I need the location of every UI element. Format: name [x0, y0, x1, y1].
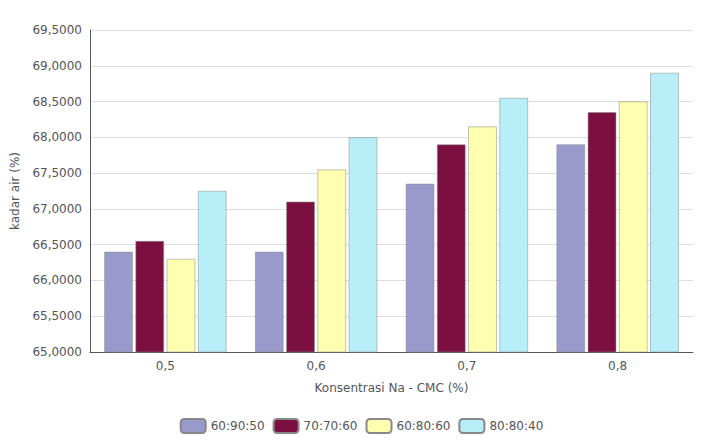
svg-text:69,0000: 69,0000 — [32, 59, 82, 73]
svg-text:60:90:50: 60:90:50 — [211, 419, 265, 433]
svg-text:67,0000: 67,0000 — [32, 202, 82, 216]
svg-text:60:80:60: 60:80:60 — [397, 419, 451, 433]
svg-text:65,5000: 65,5000 — [32, 309, 82, 323]
svg-text:68,5000: 68,5000 — [32, 95, 82, 109]
svg-text:0,7: 0,7 — [457, 359, 476, 373]
svg-text:80:80:40: 80:80:40 — [489, 419, 543, 433]
svg-text:0,5: 0,5 — [156, 359, 175, 373]
svg-text:kadar air (%): kadar air (%) — [8, 152, 22, 230]
svg-text:67,5000: 67,5000 — [32, 166, 82, 180]
svg-text:66,5000: 66,5000 — [32, 238, 82, 252]
svg-text:69,5000: 69,5000 — [32, 23, 82, 37]
svg-text:0,6: 0,6 — [307, 359, 326, 373]
svg-text:Konsentrasi Na - CMC (%): Konsentrasi Na - CMC (%) — [315, 381, 469, 395]
svg-text:65,0000: 65,0000 — [32, 345, 82, 359]
svg-text:66,0000: 66,0000 — [32, 273, 82, 287]
svg-text:68,0000: 68,0000 — [32, 130, 82, 144]
svg-text:0,8: 0,8 — [608, 359, 627, 373]
svg-text:70:70:60: 70:70:60 — [304, 419, 358, 433]
